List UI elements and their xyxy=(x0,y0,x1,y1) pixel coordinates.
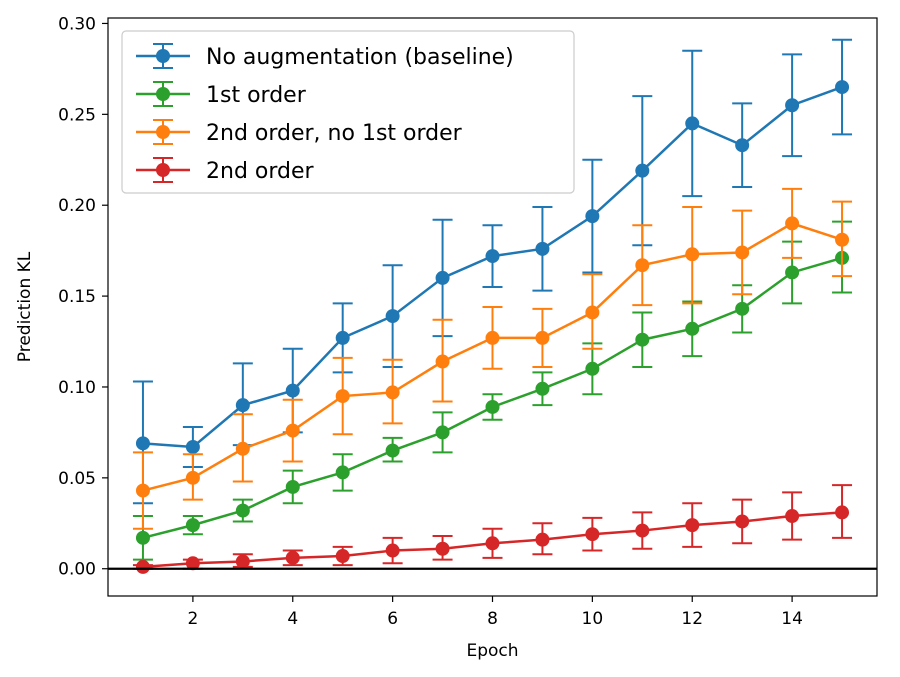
legend-entry: 2nd order, no 1st order xyxy=(136,119,463,146)
data-point xyxy=(785,509,800,524)
data-point xyxy=(835,80,850,95)
data-point xyxy=(385,543,400,558)
data-point xyxy=(485,536,500,551)
data-point xyxy=(785,265,800,280)
data-point xyxy=(235,503,250,518)
data-point xyxy=(535,532,550,547)
y-tick-label: 0.05 xyxy=(58,469,96,489)
x-tick-label: 4 xyxy=(287,609,298,629)
data-point xyxy=(635,332,650,347)
data-point xyxy=(235,554,250,569)
data-point xyxy=(535,330,550,345)
legend-label: 1st order xyxy=(206,83,307,108)
data-point xyxy=(385,385,400,400)
x-tick-label: 12 xyxy=(681,609,703,629)
data-point xyxy=(285,550,300,565)
data-point xyxy=(785,98,800,113)
data-point xyxy=(335,330,350,345)
data-point xyxy=(435,270,450,285)
data-point xyxy=(185,439,200,454)
x-tick-label: 8 xyxy=(487,609,498,629)
axes-layer: 2 4 6 8 10 12 14 0.00 0.05 0.10 0.15 0.20 0.25 0.30 xyxy=(58,14,878,629)
data-point xyxy=(685,518,700,533)
data-point xyxy=(135,436,150,451)
data-point xyxy=(135,483,150,498)
legend-marker xyxy=(156,87,170,101)
data-point xyxy=(635,258,650,273)
data-point xyxy=(785,216,800,231)
data-point xyxy=(135,559,150,574)
legend-box xyxy=(121,30,575,194)
series-layer xyxy=(132,38,853,574)
y-tick-label: 0.30 xyxy=(58,14,96,34)
series-3 xyxy=(132,484,853,574)
legend-marker xyxy=(156,125,170,139)
y-axis-label: Prediction KL xyxy=(15,251,35,362)
x-tick-label: 2 xyxy=(187,609,198,629)
data-point xyxy=(685,247,700,262)
data-point xyxy=(235,441,250,456)
data-point xyxy=(735,514,750,529)
y-tick-label: 0.00 xyxy=(58,560,96,580)
data-point xyxy=(135,530,150,545)
data-point xyxy=(185,470,200,485)
data-point xyxy=(835,232,850,247)
data-point xyxy=(185,556,200,571)
data-point xyxy=(685,321,700,336)
legend: No augmentation (baseline) 1st order 2nd o… xyxy=(121,30,575,194)
data-point xyxy=(235,398,250,413)
series-0 xyxy=(132,38,853,505)
data-point xyxy=(435,541,450,556)
y-tick-label: 0.25 xyxy=(58,105,96,125)
y-tick-label: 0.20 xyxy=(58,196,96,216)
data-point xyxy=(435,425,450,440)
data-point xyxy=(635,523,650,538)
x-tick-label: 14 xyxy=(781,609,803,629)
x-tick-label: 10 xyxy=(582,609,604,629)
legend-label: No augmentation (baseline) xyxy=(206,45,514,70)
data-point xyxy=(735,138,750,153)
legend-marker xyxy=(156,49,170,63)
data-point xyxy=(585,361,600,376)
y-tick-label: 0.15 xyxy=(58,287,96,307)
data-point xyxy=(435,354,450,369)
data-point xyxy=(735,245,750,260)
data-point xyxy=(185,518,200,533)
legend-entry: No augmentation (baseline) xyxy=(136,43,514,70)
data-point xyxy=(335,389,350,404)
data-point xyxy=(685,116,700,131)
legend-label: 2nd order xyxy=(206,159,315,184)
legend-marker xyxy=(156,163,170,177)
data-point xyxy=(385,443,400,458)
data-point xyxy=(535,241,550,256)
data-point xyxy=(285,423,300,438)
data-point xyxy=(585,305,600,320)
data-point xyxy=(635,163,650,178)
data-point xyxy=(385,309,400,324)
y-tick-label: 0.10 xyxy=(58,378,96,398)
data-point xyxy=(285,479,300,494)
series-2 xyxy=(132,187,853,530)
data-point xyxy=(585,527,600,542)
x-axis-label: Epoch xyxy=(466,641,518,661)
data-point xyxy=(485,399,500,414)
legend-entry: 2nd order xyxy=(136,157,315,184)
data-point xyxy=(485,330,500,345)
data-point xyxy=(735,301,750,316)
data-point xyxy=(335,549,350,564)
data-point xyxy=(585,209,600,224)
data-point xyxy=(835,505,850,520)
data-point xyxy=(485,249,500,264)
x-tick-label: 6 xyxy=(387,609,398,629)
data-point xyxy=(335,465,350,480)
legend-label: 2nd order, no 1st order xyxy=(206,121,463,146)
data-point xyxy=(535,381,550,396)
data-point xyxy=(285,383,300,398)
legend-entry: 1st order xyxy=(136,81,307,108)
